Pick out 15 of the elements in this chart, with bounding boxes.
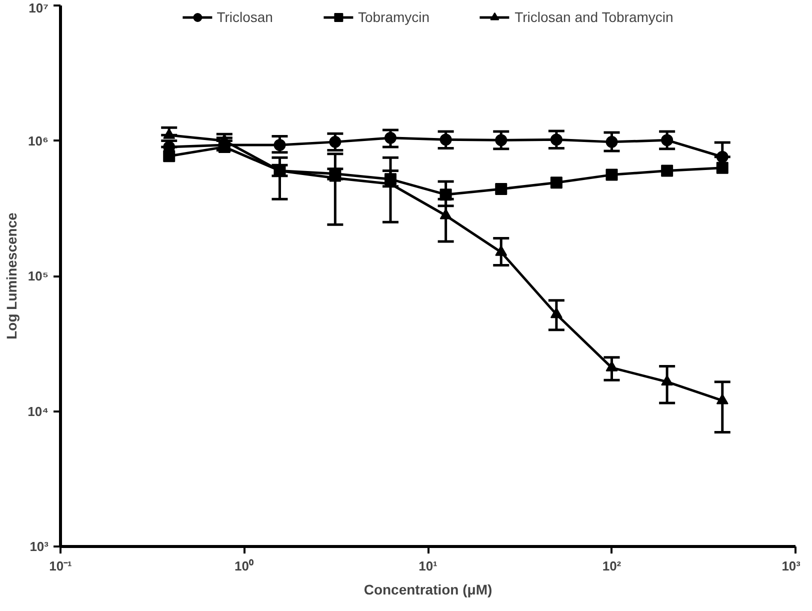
y-tick-label: 10⁶ [28, 133, 49, 148]
y-tick-label: 10⁵ [28, 268, 49, 284]
y-axis-title: Log Luminescence [4, 212, 20, 340]
x-tick-label: 10³ [782, 558, 802, 574]
legend-label: Tobramycin [358, 9, 430, 25]
x-tick-label: 10¹ [418, 558, 438, 574]
y-tick-label: 10⁴ [28, 404, 48, 419]
x-tick-label: 10⁻¹ [49, 558, 72, 574]
y-tick-label: 10⁷ [28, 0, 49, 16]
legend-label: Triclosan and Tobramycin [514, 9, 674, 25]
legend-label: Triclosan [216, 9, 273, 25]
x-tick-label: 10² [602, 558, 622, 574]
x-axis-title: Concentration (μM) [364, 582, 492, 598]
y-tick-label: 10³ [30, 539, 50, 554]
x-tick-label: 10⁰ [234, 558, 254, 574]
